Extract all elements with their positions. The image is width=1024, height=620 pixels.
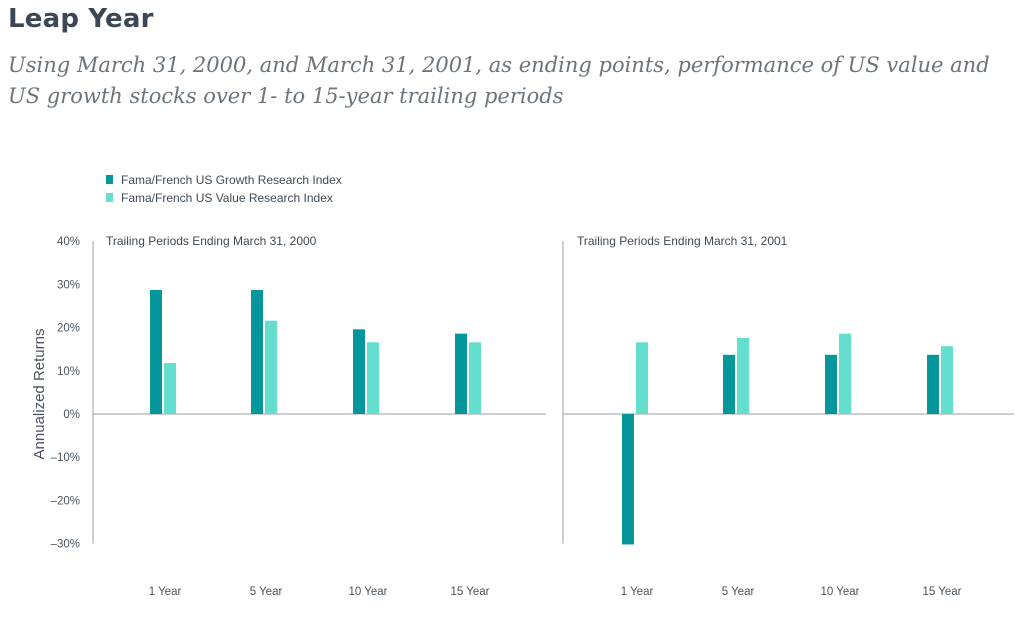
legend-swatch-growth — [106, 175, 113, 184]
y-tick-label: 0% — [63, 409, 80, 421]
y-axis-label: Annualized Returns — [31, 329, 48, 460]
legend-label-growth: Fama/French US Growth Research Index — [121, 173, 342, 187]
value-bar-5-year — [265, 320, 277, 414]
y-tick-label: –10% — [51, 452, 80, 464]
panel-title-2: Trailing Periods Ending March 31, 2001 — [577, 234, 788, 248]
value-bar-1-year — [636, 342, 648, 414]
x-tick-label: 15 Year — [450, 586, 489, 598]
value-bar-1-year — [164, 363, 176, 414]
y-tick-label: 20% — [57, 323, 80, 335]
x-tick-label: 5 Year — [722, 586, 755, 598]
growth-bar-5-year — [251, 290, 263, 414]
x-tick-label: 5 Year — [250, 586, 283, 598]
x-tick-label: 15 Year — [922, 586, 961, 598]
page-title: Leap Year — [8, 4, 154, 34]
growth-bar-1-year — [622, 414, 634, 545]
growth-bar-1-year — [150, 290, 162, 414]
y-tick-label: 30% — [57, 279, 80, 291]
y-tick-label: –30% — [51, 539, 80, 551]
value-bar-15-year — [941, 346, 953, 414]
growth-bar-10-year — [353, 329, 365, 414]
x-tick-label: 1 Year — [621, 586, 654, 598]
value-bar-5-year — [737, 337, 749, 414]
y-tick-label: 10% — [57, 366, 80, 378]
value-bar-10-year — [839, 333, 851, 414]
growth-bar-15-year — [927, 354, 939, 414]
y-tick-label: –20% — [51, 495, 80, 507]
growth-bar-10-year — [825, 354, 837, 414]
panel-title-1: Trailing Periods Ending March 31, 2000 — [106, 234, 317, 248]
page-subtitle: Using March 31, 2000, and March 31, 2001… — [8, 53, 990, 108]
x-tick-label: 10 Year — [348, 586, 387, 598]
growth-bar-5-year — [723, 354, 735, 414]
legend-swatch-value — [106, 193, 113, 202]
value-bar-10-year — [367, 342, 379, 414]
legend-label-value: Fama/French US Value Research Index — [121, 191, 333, 205]
value-bar-15-year — [469, 342, 481, 414]
x-tick-label: 10 Year — [820, 586, 859, 598]
growth-bar-15-year — [455, 333, 467, 414]
x-tick-label: 1 Year — [149, 586, 182, 598]
y-tick-label: 40% — [57, 236, 80, 248]
